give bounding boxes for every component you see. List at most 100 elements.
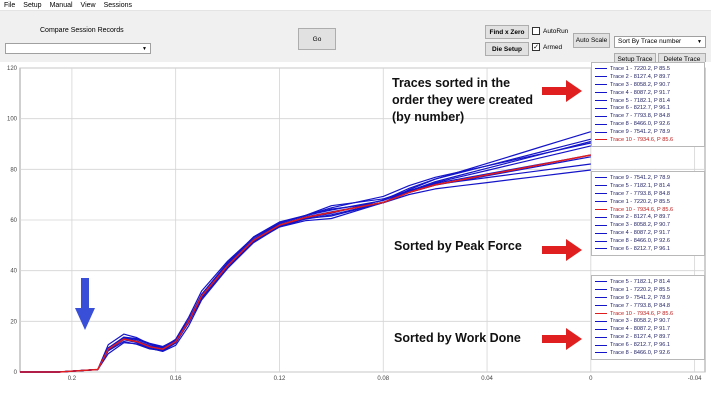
legend-label: Trace 5 - 7182.1, P 81.4 — [610, 278, 671, 285]
legend-entry: Trace 3 - 8058.2, P 90.7 — [595, 317, 701, 325]
die-setup-button[interactable]: Die Setup — [485, 42, 529, 56]
legend-label: Trace 6 - 8212.7, P 96.1 — [610, 342, 671, 349]
legend-label: Trace 8 - 8466.0, P 92.6 — [610, 121, 671, 128]
legend-label: Trace 1 - 7220.2, P 85.5 — [610, 286, 671, 293]
legend-swatch — [595, 185, 607, 187]
legend-label: Trace 5 - 7182.1, P 81.4 — [610, 97, 671, 104]
legend-swatch — [595, 248, 607, 250]
menu-view[interactable]: View — [80, 1, 96, 9]
x-tick-label: 0.08 — [377, 376, 389, 382]
y-tick-label: 100 — [7, 117, 18, 123]
legend-label: Trace 9 - 7541.2, P 78.9 — [610, 294, 671, 301]
menu-manual[interactable]: Manual — [49, 1, 73, 9]
go-button[interactable]: Go — [298, 28, 336, 50]
legend-by-peak: Trace 9 - 7541.2, P 78.9 Trace 5 - 7182.1… — [591, 171, 705, 256]
legend-label: Trace 4 - 8087.2, P 91.7 — [610, 89, 671, 96]
legend-swatch — [595, 107, 607, 109]
y-tick-label: 120 — [7, 66, 18, 72]
legend-swatch — [595, 201, 607, 203]
legend-entry: Trace 6 - 8212.7, P 96.1 — [595, 341, 701, 349]
legend-swatch — [595, 313, 607, 314]
legend-entry: Trace 8 - 8466.0, P 92.6 — [595, 349, 701, 357]
legend-entry: Trace 7 - 7793.8, P 84.8 — [595, 302, 701, 310]
legend-label: Trace 7 - 7793.8, P 84.8 — [610, 113, 671, 120]
autorun-label: AutoRun — [543, 27, 569, 35]
legend-entry: Trace 9 - 7541.2, P 78.9 — [595, 174, 701, 182]
autorun-checkbox[interactable]: AutoRun — [532, 27, 568, 35]
check-icon[interactable]: ✓ — [532, 43, 540, 51]
find-x-zero-button[interactable]: Find x Zero — [485, 25, 529, 39]
legend-swatch — [595, 115, 607, 117]
legend-label: Trace 8 - 8466.0, P 92.6 — [610, 349, 671, 356]
legend-label: Trace 7 - 7793.8, P 84.8 — [610, 190, 671, 197]
legend-label: Trace 4 - 8087.2, P 91.7 — [610, 230, 671, 237]
trace-line — [20, 131, 591, 373]
y-tick-label: 60 — [10, 218, 17, 224]
sort-select[interactable]: Sort By Trace number ▼ — [614, 36, 706, 48]
legend-entry: Trace 1 - 7220.2, P 85.5 — [595, 198, 701, 206]
legend-entry: Trace 10 - 7934.6, P 85.6 — [595, 310, 701, 318]
legend-entry: Trace 10 - 7934.6, P 85.6 — [595, 136, 701, 144]
legend-swatch — [595, 344, 607, 346]
legend-label: Trace 4 - 8087.2, P 91.7 — [610, 326, 671, 333]
legend-label: Trace 10 - 7934.6, P 85.6 — [610, 310, 674, 317]
grid — [19, 67, 706, 373]
y-tick-label: 40 — [10, 269, 17, 275]
y-tick-label: 80 — [10, 167, 17, 173]
legend-swatch — [595, 305, 607, 307]
legend-label: Trace 1 - 7220.2, P 85.5 — [610, 65, 671, 72]
session-select[interactable]: ▼ — [5, 43, 151, 54]
autorun-checkbox-box[interactable] — [532, 27, 540, 35]
annotation-by-peak: Sorted by Peak Force — [394, 239, 522, 253]
legend-by-work: Trace 5 - 7182.1, P 81.4 Trace 1 - 7220.2… — [591, 275, 705, 360]
armed-label: Armed — [543, 43, 563, 51]
legend-label: Trace 3 - 8058.2, P 90.7 — [610, 222, 671, 229]
legend-entry: Trace 4 - 8087.2, P 91.7 — [595, 229, 701, 237]
legend-entry: Trace 3 - 8058.2, P 90.7 — [595, 81, 701, 89]
legend-swatch — [595, 139, 607, 141]
legend-entry: Trace 4 - 8087.2, P 91.7 — [595, 325, 701, 333]
legend-swatch — [595, 240, 607, 242]
legend-label: Trace 9 - 7541.2, P 78.9 — [610, 129, 671, 136]
legend-label: Trace 3 - 8058.2, P 90.7 — [610, 81, 671, 88]
x-tick-label: -0.04 — [688, 376, 702, 382]
auto-scale-button[interactable]: Auto Scale — [573, 33, 610, 48]
legend-entry: Trace 3 - 8058.2, P 90.7 — [595, 221, 701, 229]
legend-swatch — [595, 232, 607, 234]
legend-swatch — [595, 100, 607, 101]
legend-label: Trace 6 - 8212.7, P 96.1 — [610, 245, 671, 252]
legend-entry: Trace 5 - 7182.1, P 81.4 — [595, 97, 701, 105]
legend-entry: Trace 7 - 7793.8, P 84.8 — [595, 112, 701, 120]
legend-entry: Trace 1 - 7220.2, P 85.5 — [595, 286, 701, 294]
legend-label: Trace 2 - 8127.4, P 89.7 — [610, 73, 671, 80]
legend-swatch — [595, 320, 607, 322]
axis-ticks: 0 20 40 60 80 100 120 0.2 0.16 0.12 0.08 0.04 0 -0.04 — [7, 66, 702, 382]
legend-label: Trace 8 - 8466.0, P 92.6 — [610, 238, 671, 245]
legend-swatch — [595, 297, 607, 299]
x-tick-label: 0.12 — [274, 376, 286, 382]
menu-sessions[interactable]: Sessions — [103, 1, 132, 9]
blue-arrow-icon — [75, 278, 95, 330]
red-arrow-icon — [542, 80, 582, 102]
trace-line — [20, 169, 591, 373]
chevron-down-icon: ▼ — [142, 46, 147, 52]
legend-label: Trace 2 - 8127.4, P 89.7 — [610, 334, 671, 341]
legend-swatch — [595, 68, 607, 70]
legend-swatch — [595, 92, 607, 94]
legend-label: Trace 3 - 8058.2, P 90.7 — [610, 318, 671, 325]
legend-label: Trace 10 - 7934.6, P 85.6 — [610, 136, 674, 143]
menu-file[interactable]: File — [4, 1, 16, 9]
y-tick-label: 0 — [14, 370, 18, 376]
legend-entry: Trace 2 - 8127.4, P 89.7 — [595, 333, 701, 341]
legend-swatch — [595, 281, 607, 283]
legend-label: Trace 6 - 8212.7, P 96.1 — [610, 105, 671, 112]
menu-setup[interactable]: Setup — [23, 1, 42, 9]
legend-label: Trace 2 - 8127.4, P 89.7 — [610, 214, 671, 221]
legend-swatch — [595, 224, 607, 226]
legend-swatch — [595, 216, 607, 218]
armed-checkbox[interactable]: ✓ Armed — [532, 43, 562, 51]
x-tick-label: 0 — [589, 376, 593, 382]
legend-entry: Trace 8 - 8466.0, P 92.6 — [595, 120, 701, 128]
legend-swatch — [595, 209, 607, 210]
legend-entry: Trace 1 - 7220.2, P 85.5 — [595, 65, 701, 73]
